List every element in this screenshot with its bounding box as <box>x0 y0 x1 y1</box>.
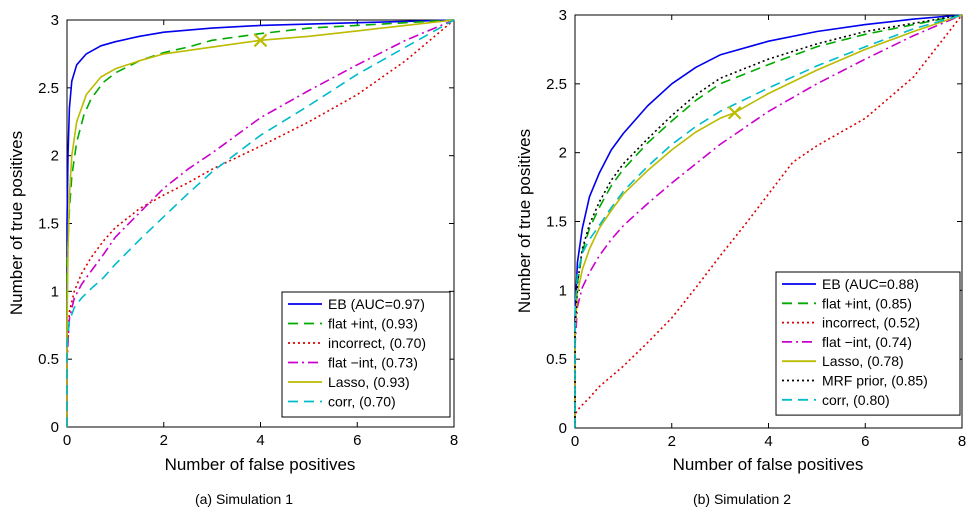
y-tick-label: 1 <box>559 282 567 299</box>
y-tick-label: 2 <box>51 148 59 165</box>
series-line-0 <box>574 14 963 428</box>
chart-simulation-2: 0 2 4 6 8 0 0.5 1 1.5 2 2.5 3 EB (AUC=0.88) flat +int… <box>515 7 966 507</box>
legend-entry-6: corr, (0.80) <box>822 392 890 408</box>
series-line-6 <box>574 14 963 428</box>
series-line-4 <box>66 19 455 427</box>
series-line-3 <box>66 19 455 427</box>
series-line-1 <box>66 19 455 427</box>
subfigure-caption: (b) Simulation 2 <box>693 491 791 507</box>
x-tick-label: 8 <box>450 432 458 449</box>
legend-entry-0: EB (AUC=0.88) <box>822 276 919 292</box>
legend: EB (AUC=0.88) flat +int, (0.85) incorrect,… <box>775 271 961 416</box>
legend: EB (AUC=0.97) flat +int, (0.93) incorrect,… <box>281 291 451 418</box>
y-tick-label: 1.5 <box>38 216 59 233</box>
operating-point-marker <box>727 105 742 120</box>
operating-point-marker <box>253 33 268 48</box>
x-axis-label: Number of false positives <box>165 455 356 474</box>
y-tick-label: 2.5 <box>38 80 59 97</box>
x-tick-label: 4 <box>764 433 772 450</box>
x-tick-label: 6 <box>861 433 869 450</box>
x-tick-label: 0 <box>571 433 579 450</box>
legend-entry-1: flat +int, (0.93) <box>328 316 418 332</box>
legend-entry-5: MRF prior, (0.85) <box>822 373 928 389</box>
x-tick-label: 4 <box>256 432 264 449</box>
legend-entry-3: flat −int, (0.74) <box>822 334 912 350</box>
x-tick-label: 8 <box>958 433 966 450</box>
y-axis-label: Number of true positives <box>515 129 534 313</box>
y-tick-label: 1.5 <box>546 214 567 231</box>
x-tick-label: 0 <box>63 432 71 449</box>
legend-entry-3: flat −int, (0.73) <box>328 355 418 371</box>
chart-simulation-1: 0 2 4 6 8 0 0.5 1 1.5 2 2.5 3 EB (AUC=0.97) flat +int… <box>7 12 458 507</box>
legend-entry-0: EB (AUC=0.97) <box>328 296 425 312</box>
y-tick-label: 1 <box>51 283 59 300</box>
y-tick-label: 0.5 <box>546 351 567 368</box>
subfigure-caption: (a) Simulation 1 <box>195 491 293 507</box>
series-line-3 <box>574 14 963 428</box>
y-tick-label: 0 <box>51 419 59 436</box>
x-tick-label: 2 <box>160 432 168 449</box>
x-tick-label: 6 <box>353 432 361 449</box>
legend-entry-1: flat +int, (0.85) <box>822 295 912 311</box>
series-line-0 <box>66 19 455 427</box>
series-line-5 <box>66 19 455 427</box>
y-tick-label: 2.5 <box>546 76 567 93</box>
y-axis-label: Number of true positives <box>7 131 26 315</box>
y-tick-label: 0.5 <box>38 351 59 368</box>
series-line-2 <box>574 14 963 428</box>
legend-entry-5: corr, (0.70) <box>328 394 396 410</box>
series-line-4 <box>574 14 963 428</box>
y-tick-label: 2 <box>559 145 567 162</box>
legend-entry-2: incorrect, (0.52) <box>822 315 920 331</box>
x-axis-label: Number of false positives <box>673 455 864 474</box>
legend-entry-4: Lasso, (0.93) <box>328 374 410 390</box>
y-tick-label: 0 <box>559 420 567 437</box>
y-tick-label: 3 <box>51 12 59 29</box>
y-tick-label: 3 <box>559 7 567 24</box>
legend-entry-2: incorrect, (0.70) <box>328 335 426 351</box>
x-tick-label: 2 <box>668 433 676 450</box>
legend-entry-4: Lasso, (0.78) <box>822 353 904 369</box>
